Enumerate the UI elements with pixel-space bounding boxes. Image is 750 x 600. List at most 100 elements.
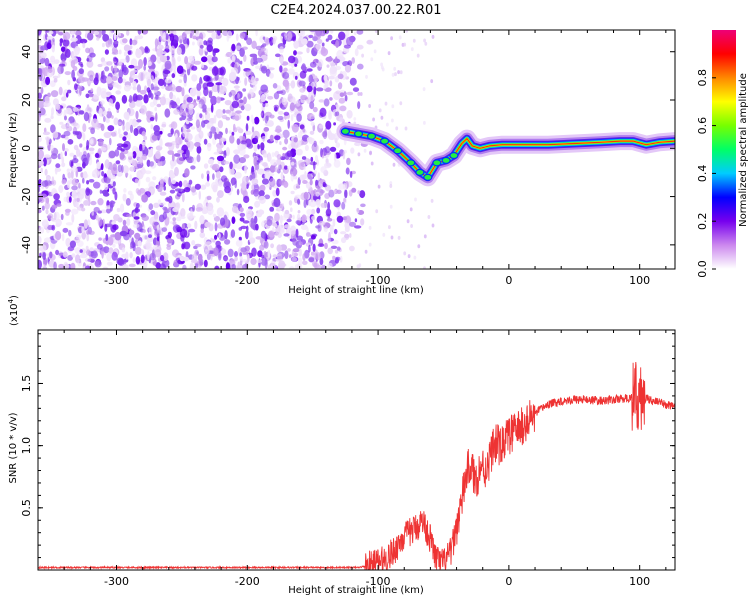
noise-speck (368, 104, 371, 108)
noise-speck (233, 123, 236, 131)
noise-speck (77, 206, 83, 211)
noise-speck (234, 115, 240, 121)
noise-speck (315, 87, 324, 92)
noise-speck (310, 235, 316, 240)
noise-speck (301, 156, 307, 160)
noise-speck (391, 104, 395, 109)
noise-speck (272, 37, 276, 45)
noise-speck (71, 69, 75, 80)
noise-speck (259, 35, 267, 44)
noise-speck (58, 185, 64, 194)
noise-speck (343, 182, 348, 191)
noise-speck (75, 35, 82, 45)
noise-speck (86, 60, 94, 68)
noise-speck (225, 127, 228, 135)
noise-speck (327, 236, 331, 243)
trace-blob (441, 156, 451, 164)
noise-speck (207, 158, 214, 165)
noise-speck (136, 84, 141, 93)
noise-speck (44, 168, 48, 176)
noise-speck (71, 190, 78, 199)
noise-speck (179, 256, 185, 262)
noise-speck (250, 217, 255, 224)
noise-speck (260, 135, 268, 142)
noise-speck (43, 237, 51, 243)
noise-speck (245, 230, 249, 240)
spectrogram-xlabel: Height of straight line (km) (288, 285, 424, 296)
noise-speck (81, 226, 85, 234)
noise-speck (83, 200, 90, 206)
noise-speck (106, 110, 112, 119)
noise-speck (153, 229, 161, 237)
noise-speck (213, 213, 217, 218)
noise-speck (143, 57, 147, 66)
noise-speck (332, 218, 336, 227)
noise-speck (128, 64, 135, 69)
noise-speck (170, 45, 176, 55)
noise-speck (76, 197, 80, 202)
noise-speck (121, 94, 128, 104)
noise-speck (182, 129, 187, 138)
noise-speck (117, 164, 123, 173)
noise-speck (210, 103, 214, 113)
noise-speck (346, 36, 354, 46)
noise-speck (108, 30, 114, 38)
noise-speck (234, 251, 238, 258)
noise-speck (147, 61, 152, 67)
noise-speck (333, 199, 341, 208)
noise-speck (231, 264, 236, 269)
noise-speck (50, 55, 56, 63)
noise-speck (220, 137, 227, 142)
noise-speck (55, 230, 62, 241)
noise-speck (183, 180, 188, 188)
noise-speck (284, 165, 288, 170)
noise-speck (251, 118, 255, 125)
snr-panel: -300 -200 -100 0 100 0.5 1.0 1.5 Height of stra… (7, 295, 676, 596)
noise-speck (53, 193, 60, 201)
noise-speck (262, 93, 269, 98)
noise-speck (299, 124, 305, 130)
noise-speck (185, 149, 190, 158)
noise-speck (126, 85, 133, 90)
noise-speck (50, 144, 54, 152)
noise-speck (251, 76, 255, 84)
noise-speck (290, 80, 296, 89)
noise-speck (233, 162, 237, 169)
noise-speck (192, 191, 198, 195)
noise-speck (332, 255, 336, 261)
noise-speck (336, 189, 342, 194)
noise-speck (199, 44, 204, 49)
noise-speck (276, 158, 282, 166)
noise-speck (301, 214, 307, 223)
noise-speck (217, 120, 223, 129)
noise-speck (141, 141, 146, 146)
noise-speck (336, 215, 344, 223)
noise-speck (298, 241, 303, 246)
noise-speck (336, 246, 341, 251)
noise-speck (174, 166, 179, 177)
noise-speck (300, 224, 308, 230)
x-tick-label: 0 (505, 575, 512, 588)
noise-speck (373, 49, 377, 54)
noise-speck (156, 103, 162, 108)
noise-speck (67, 79, 71, 86)
noise-speck (310, 121, 315, 126)
noise-speck (141, 215, 149, 221)
noise-speck (224, 219, 229, 228)
noise-speck (116, 146, 123, 151)
noise-speck (191, 240, 196, 246)
noise-speck (282, 79, 289, 87)
noise-speck (64, 71, 72, 76)
noise-speck (196, 154, 201, 163)
noise-speck (104, 66, 110, 72)
noise-speck (188, 55, 196, 61)
noise-speck (269, 36, 274, 46)
noise-speck (399, 70, 403, 75)
noise-speck (346, 157, 351, 166)
noise-speck (255, 77, 259, 82)
noise-speck (413, 255, 417, 260)
noise-speck (363, 148, 367, 153)
noise-speck (196, 145, 202, 154)
noise-speck (70, 262, 76, 269)
noise-speck (206, 195, 212, 201)
